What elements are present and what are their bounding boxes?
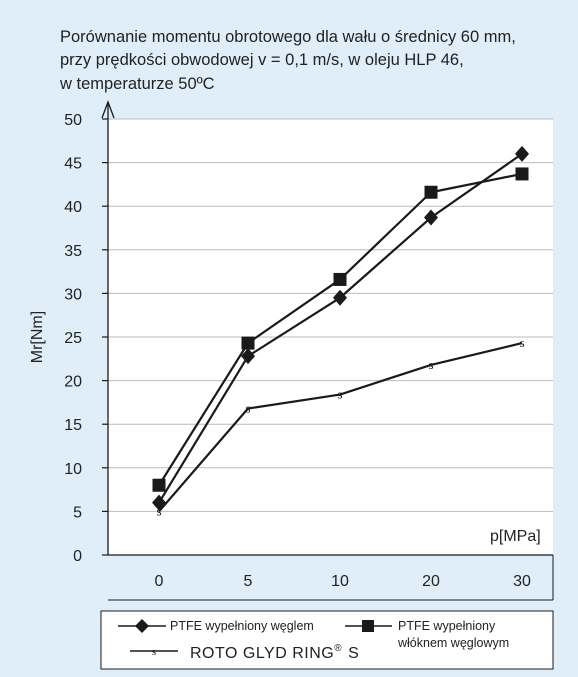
series-2-point-10: [333, 272, 347, 286]
legend: PTFE wypełniony węglem PTFE wypełniony w…: [100, 610, 554, 670]
chart-title: Porównanie momentu obrotowego dla wału o…: [59, 28, 516, 93]
x-tick-label-30: 30: [513, 573, 531, 590]
legend-label-series-1: PTFE wypełniony węglem: [170, 619, 314, 633]
series-layer: s s s s s: [152, 145, 529, 518]
y-tick-label-40: 40: [64, 199, 82, 216]
legend-item-series-2: PTFE wypełniony włóknem węglowym: [345, 619, 509, 650]
grid-lines: [102, 118, 553, 556]
title-line-1: Porównanie momentu obrotowego dla wału o…: [60, 28, 516, 46]
x-tick-label-20: 20: [422, 573, 440, 590]
legend-box: [100, 610, 554, 670]
title-line-3: w temperaturze 50ºC: [59, 75, 215, 93]
legend-label-series-3: ROTO GLYD RING® S: [190, 643, 359, 662]
series-3-point-10: s: [337, 387, 342, 402]
series-3-point-0: s: [156, 503, 161, 518]
series-1-point-10: [333, 289, 347, 306]
legend-label-series-2-line-1: PTFE wypełniony: [398, 619, 496, 633]
x-tick-label-5: 5: [244, 573, 253, 590]
title-line-2: przy prędkości obwodowej v = 0,1 m/s, w …: [60, 51, 464, 69]
y-tick-label-30: 30: [64, 286, 82, 303]
series-2-point-30: [515, 167, 529, 181]
legend-item-series-3: s ROTO GLYD RING® S: [130, 643, 359, 662]
y-tick-label-50: 50: [64, 112, 82, 129]
y-tick-label-10: 10: [64, 461, 82, 478]
y-tick-label-20: 20: [64, 374, 82, 391]
series-1-point-20: [424, 209, 438, 226]
y-axis-label: Mr[Nm]: [29, 311, 46, 363]
y-tick-label-35: 35: [64, 243, 82, 260]
x-tick-label-0: 0: [155, 573, 164, 590]
axes: [101, 100, 554, 601]
series-1-point-30: [515, 145, 529, 162]
y-tick-label-0: 0: [73, 548, 82, 565]
legend-marker-s-icon: s: [152, 646, 156, 658]
series-2-point-20: [424, 185, 438, 199]
series-2-point-0: [152, 478, 166, 492]
series-1-point-5: [241, 348, 255, 365]
y-axis-arrow: [101, 100, 115, 119]
legend-label-series-2-line-2: włóknem węglowym: [397, 636, 509, 650]
x-tick-label-10: 10: [331, 573, 349, 590]
y-tick-label-25: 25: [64, 330, 82, 347]
x-axis-label: p[MPa]: [490, 528, 541, 545]
legend-label-series-3-sup: ®: [334, 643, 342, 654]
legend-label-series-3-tail: S: [348, 645, 359, 662]
series-3-point-30: s: [519, 335, 524, 350]
series-2-point-5: [241, 336, 255, 350]
x-tick-labels: 0 5 10 20 30: [155, 573, 531, 590]
legend-item-series-1: PTFE wypełniony węglem: [118, 619, 314, 633]
series-3-point-20: s: [428, 357, 433, 372]
legend-marker-square-icon: [362, 620, 374, 632]
y-tick-label-15: 15: [64, 417, 82, 434]
y-tick-label-45: 45: [64, 156, 82, 173]
y-tick-label-5: 5: [73, 504, 82, 521]
legend-label-series-3-main: ROTO GLYD RING: [190, 645, 334, 662]
series-line-3: [158, 342, 523, 513]
legend-marker-diamond-icon: [135, 619, 149, 633]
series-3-point-5: s: [245, 401, 250, 416]
y-tick-labels: 0 5 10 15 20 25 30 35 40 45 50: [64, 112, 82, 565]
